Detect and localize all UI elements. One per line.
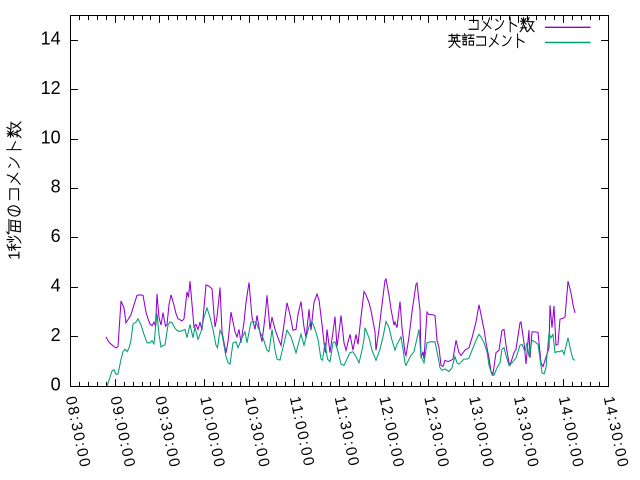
svg-text:10: 10 — [41, 127, 61, 147]
svg-text:14: 14 — [41, 28, 61, 48]
svg-text:1: 1 — [7, 251, 24, 260]
svg-text:4: 4 — [51, 276, 61, 296]
svg-text:2: 2 — [51, 325, 61, 345]
svg-text:8: 8 — [51, 177, 61, 197]
svg-text:12: 12 — [41, 78, 61, 98]
svg-text:6: 6 — [51, 226, 61, 246]
svg-text:0: 0 — [51, 375, 61, 395]
